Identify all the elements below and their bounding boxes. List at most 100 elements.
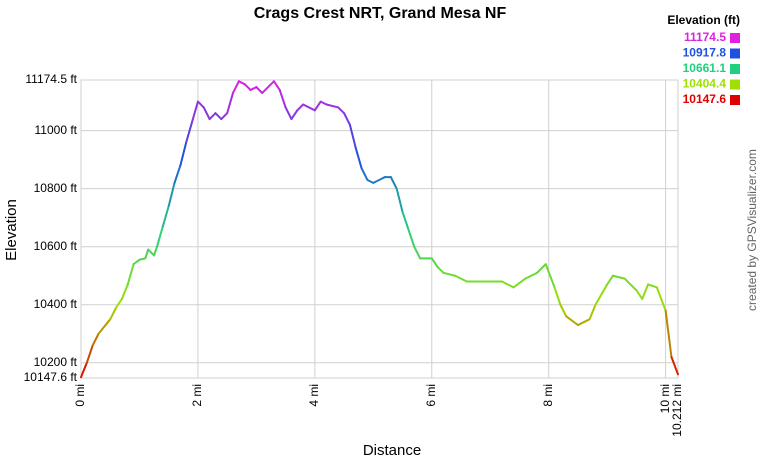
elevation-segment [185, 120, 194, 144]
legend-swatch [730, 95, 740, 105]
elevation-segment [231, 80, 240, 94]
elevation-segment [120, 283, 129, 300]
legend-swatch [730, 79, 740, 90]
y-tick-label: 11174.5 ft [25, 72, 77, 86]
elevation-segment [138, 257, 147, 261]
legend-title: Elevation (ft) [667, 13, 740, 27]
chart-title: Crags Crest NRT, Grand Mesa NF [254, 5, 507, 22]
elevation-segment [395, 187, 404, 213]
y-axis-label: Elevation [3, 199, 20, 261]
elevation-segment [366, 178, 375, 184]
elevation-segment [641, 283, 650, 300]
elevation-segment [243, 83, 252, 92]
x-tick-label: 4 mi [307, 384, 321, 407]
elevation-segment [85, 344, 94, 364]
elevation-segment [153, 245, 158, 257]
elevation-segment [179, 141, 188, 167]
elevation-segment [407, 228, 416, 248]
elevation-segment [588, 303, 597, 321]
elevation-segment [544, 263, 556, 289]
elevation-segment [606, 274, 614, 286]
elevation-segment [97, 318, 112, 335]
elevation-segment [565, 315, 579, 327]
legend-label: 10147.6 [683, 92, 727, 106]
elevation-segment [132, 258, 141, 266]
elevation-segment [226, 91, 234, 115]
elevation-segment [147, 248, 156, 257]
elevation-segment [115, 297, 123, 309]
elevation-segment [454, 274, 468, 283]
elevation-segment [173, 164, 182, 184]
elevation-segment [196, 100, 205, 109]
elevation-segment [553, 286, 562, 306]
elevation-segment [372, 176, 386, 184]
elevation-segment [413, 245, 422, 260]
elevation-segment [500, 280, 515, 289]
elevation-segment [237, 80, 246, 86]
elevation-segment [249, 86, 258, 92]
elevation-segment [512, 277, 527, 289]
legend-label: 10404.4 [683, 77, 727, 91]
elevation-segment [594, 283, 609, 306]
elevation-segment [623, 277, 638, 292]
elevation-segment [296, 103, 305, 112]
elevation-segment [348, 123, 357, 150]
elevation-segment [524, 271, 538, 280]
x-axis-label: Distance [363, 442, 421, 459]
elevation-segment [278, 89, 287, 109]
legend-swatch [730, 48, 740, 59]
y-tick-label: 10800 ft [34, 181, 78, 195]
elevation-segment [80, 361, 88, 379]
elevation-segment [559, 303, 568, 318]
elevation-segment [576, 318, 591, 327]
elevation-segment [91, 332, 100, 347]
elevation-segment [208, 112, 217, 121]
elevation-segment [220, 112, 229, 121]
credit: created by GPSVisualizer.com [745, 149, 759, 311]
elevation-segment [261, 80, 275, 94]
y-tick-label: 10200 ft [34, 355, 78, 369]
elevation-segment [343, 112, 351, 126]
elevation-segment [401, 210, 410, 231]
y-tick-label: 10147.6 ft [24, 370, 78, 384]
elevation-segment [354, 147, 363, 170]
legend-swatch [730, 64, 740, 74]
elevation-segment [325, 103, 340, 109]
elevation-segment [664, 309, 673, 358]
elevation-segment [647, 283, 658, 289]
elevation-segment [670, 355, 679, 376]
elevation-segment [635, 289, 644, 300]
elevation-segment [284, 106, 293, 121]
legend-label: 10917.8 [683, 46, 727, 60]
legend-swatch [730, 33, 740, 43]
elevation-segment [389, 176, 398, 190]
elevation-segment [255, 86, 264, 94]
elevation-segment [202, 106, 211, 121]
elevation-segment [535, 263, 547, 274]
elevation-segment [319, 100, 328, 106]
x-tick-label: 8 mi [541, 384, 555, 407]
legend-label: 10661.1 [683, 61, 727, 75]
plot-frame [80, 79, 679, 379]
elevation-segment [144, 248, 150, 260]
elevation-segment [167, 181, 176, 208]
y-tick-label: 10600 ft [34, 239, 78, 253]
elevation-segment [161, 205, 170, 228]
elevation-segment [302, 103, 316, 112]
x-tick-label: 10.212 mi [670, 384, 684, 437]
y-tick-label: 10400 ft [34, 297, 78, 311]
elevation-segment [430, 257, 439, 269]
elevation-segment [126, 263, 135, 286]
elevation-segment [290, 109, 299, 121]
elevation-segment [191, 100, 199, 123]
x-tick-label: 0 mi [73, 384, 87, 407]
elevation-segment [655, 286, 667, 312]
elevation-segment [442, 271, 457, 277]
x-tick-label: 6 mi [424, 384, 438, 407]
elevation-segment [109, 306, 118, 321]
elevation-segment [611, 274, 626, 280]
legend-label: 11174.5 [684, 30, 726, 44]
x-tick-label: 10 mi [658, 384, 672, 413]
y-tick-label: 11000 ft [35, 123, 78, 137]
